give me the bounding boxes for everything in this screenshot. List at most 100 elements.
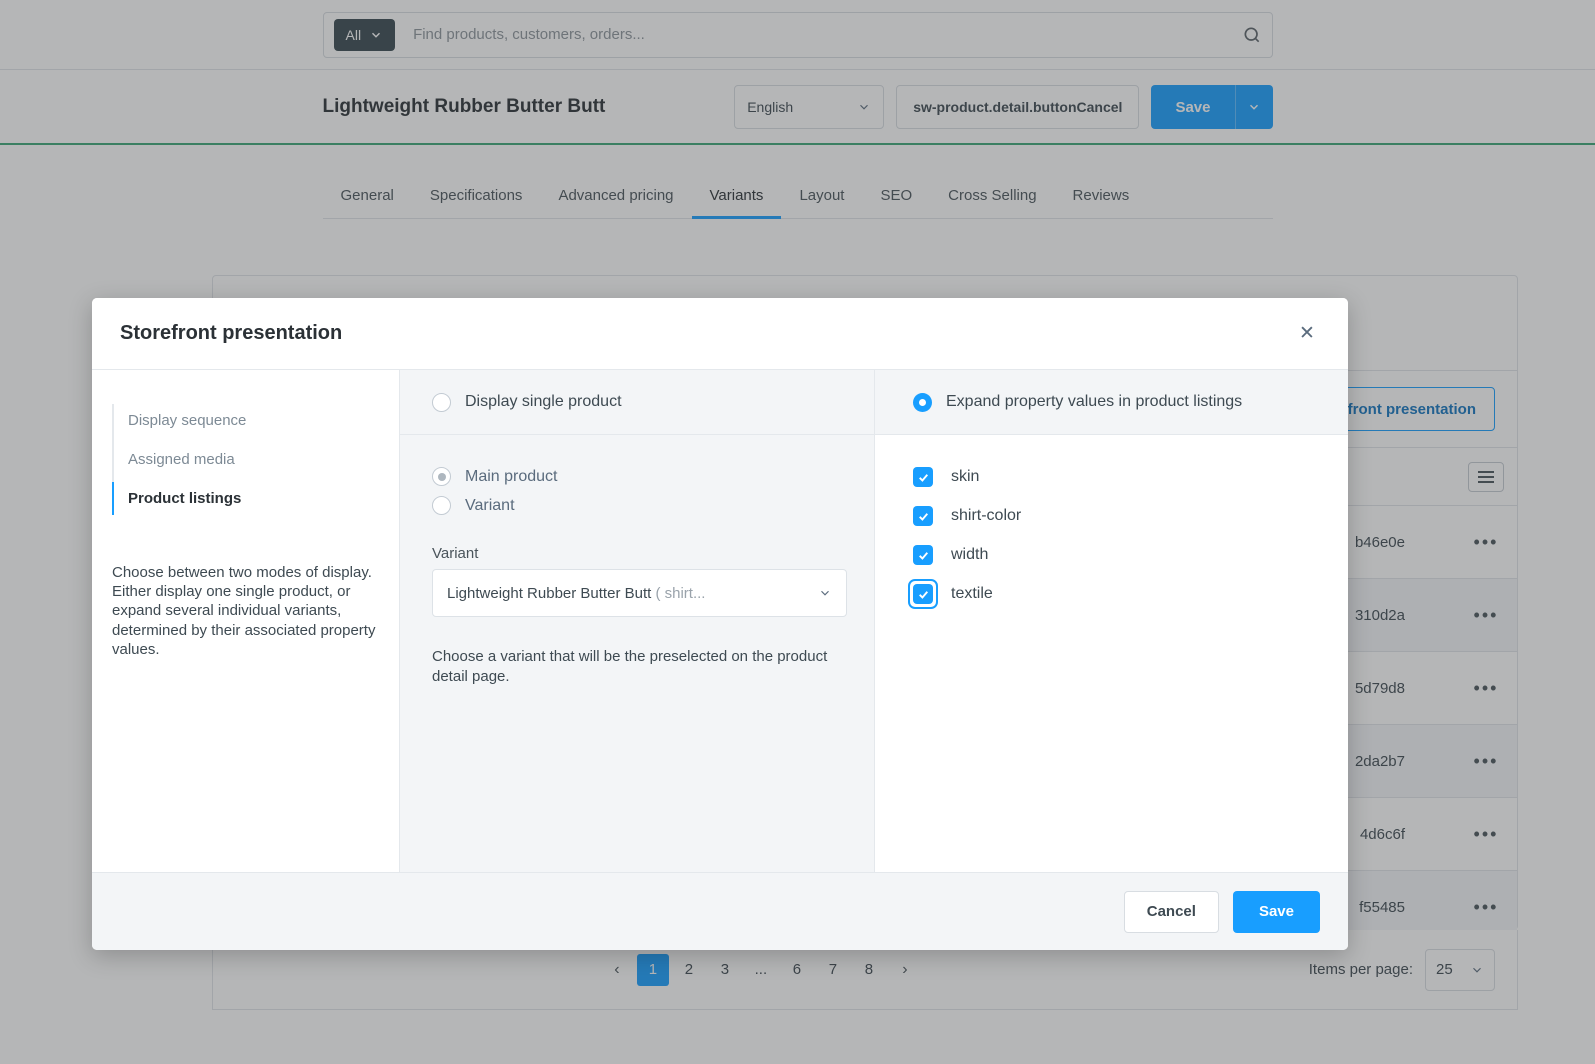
search-input[interactable] xyxy=(395,26,1242,43)
chevron-right-icon[interactable]: › xyxy=(902,960,908,978)
checkbox-skin[interactable] xyxy=(913,467,933,487)
chevron-left-icon[interactable]: ‹ xyxy=(614,960,620,978)
expand-property-values-mode-row[interactable]: Expand property values in product listin… xyxy=(875,370,1348,435)
tab-seo[interactable]: SEO xyxy=(880,187,913,204)
chevron-down-icon xyxy=(821,590,829,596)
product-tabs-inner: General Specifications Advanced pricing … xyxy=(322,187,1273,219)
items-per-page-select[interactable]: 25 xyxy=(1425,948,1495,991)
radio-main-product[interactable]: Main product xyxy=(432,467,842,486)
checkbox-width[interactable] xyxy=(913,545,933,565)
search-field-wrapper: All xyxy=(322,11,1273,58)
display-single-product-mode-row[interactable]: Display single product xyxy=(400,370,874,435)
items-per-page-value: 25 xyxy=(1436,961,1453,978)
modal-footer: Cancel Save xyxy=(92,872,1348,950)
sidebar-item-product-listings[interactable]: Product listings xyxy=(112,482,399,515)
radio-icon-unselected[interactable] xyxy=(432,496,451,515)
page-button-2[interactable]: 2 xyxy=(684,961,694,978)
page-button-1[interactable]: 1 xyxy=(636,953,669,986)
tab-cross-selling[interactable]: Cross Selling xyxy=(948,187,1037,204)
cancel-button[interactable]: sw-product.detail.buttonCancel xyxy=(896,85,1140,129)
sidebar-item-display-sequence[interactable]: Display sequence xyxy=(128,412,247,429)
display-single-product-panel: Display single product Main product Vari… xyxy=(400,370,875,872)
tab-advanced-pricing[interactable]: Advanced pricing xyxy=(558,187,674,204)
cell-id: 5d79d8 xyxy=(1354,679,1405,697)
ellipsis-icon[interactable]: ••• xyxy=(1473,896,1499,917)
page-button-8[interactable]: 8 xyxy=(864,961,874,978)
ellipsis-icon[interactable]: ••• xyxy=(1473,531,1499,552)
tab-general[interactable]: General xyxy=(340,187,394,204)
page-ellipsis: ... xyxy=(754,961,768,978)
product-header-inner: Lightweight Rubber Butter Butt English s… xyxy=(323,85,1273,129)
ellipsis-icon[interactable]: ••• xyxy=(1473,823,1499,844)
hamburger-icon[interactable] xyxy=(1468,461,1504,492)
close-icon[interactable]: ✕ xyxy=(1299,323,1315,344)
cell-id: 310d2a xyxy=(1354,606,1405,624)
chevron-down-icon xyxy=(372,32,381,38)
cell-id: f55485 xyxy=(1359,898,1405,916)
save-dropdown-button[interactable] xyxy=(1234,85,1273,129)
checkbox-row-skin[interactable]: skin xyxy=(913,467,1310,487)
page-button-3[interactable]: 3 xyxy=(720,961,730,978)
variant-select-value: Lightweight Rubber Butter Butt ( shirt..… xyxy=(447,584,706,602)
checkbox-row-width[interactable]: width xyxy=(913,545,1310,565)
ellipsis-icon[interactable]: ••• xyxy=(1473,677,1499,698)
checkbox-row-shirt-color[interactable]: shirt-color xyxy=(913,506,1310,526)
language-select-value: English xyxy=(747,99,794,115)
chevron-down-icon xyxy=(1249,104,1259,110)
storefront-presentation-modal: Storefront presentation ✕ Display sequen… xyxy=(92,298,1348,950)
page-button-7[interactable]: 7 xyxy=(828,961,838,978)
language-select[interactable]: English xyxy=(734,85,885,129)
cell-id: 2da2b7 xyxy=(1354,752,1405,770)
save-button[interactable]: Save xyxy=(1151,85,1235,129)
page-button-6[interactable]: 6 xyxy=(792,961,802,978)
items-per-page-label: Items per page: xyxy=(1308,961,1413,978)
checkbox-shirt-color[interactable] xyxy=(913,506,933,526)
modal-cancel-button[interactable]: Cancel xyxy=(1123,890,1219,933)
search-scope-selector[interactable]: All xyxy=(333,18,396,51)
sidebar-item-assigned-media[interactable]: Assigned media xyxy=(128,451,235,468)
check-icon xyxy=(918,590,928,599)
ellipsis-icon[interactable]: ••• xyxy=(1473,604,1499,625)
modal-sidebar-list: Display sequence Assigned media Product … xyxy=(112,404,399,515)
radio-icon-selected-disabled[interactable] xyxy=(432,467,451,486)
cell-id: 4d6c6f xyxy=(1359,825,1405,843)
checkbox-label: shirt-color xyxy=(951,507,1022,524)
tab-layout[interactable]: Layout xyxy=(799,187,845,204)
tab-variants[interactable]: Variants xyxy=(691,187,782,219)
modal-body: Display sequence Assigned media Product … xyxy=(92,370,1348,872)
check-icon xyxy=(918,473,928,482)
search-icon[interactable] xyxy=(1242,25,1262,45)
page-title: Lightweight Rubber Butter Butt xyxy=(322,96,606,117)
pagination-controls: ‹ 1 2 3 ... 6 7 8 › xyxy=(213,953,1309,986)
radio-expand-property-values[interactable]: Expand property values in product listin… xyxy=(913,392,1242,412)
radio-label: Variant xyxy=(465,496,515,514)
chevron-down-icon xyxy=(1473,967,1481,973)
radio-display-single-product[interactable]: Display single product xyxy=(432,392,622,412)
modal-sidebar: Display sequence Assigned media Product … xyxy=(92,370,400,872)
expand-property-values-panel: Expand property values in product listin… xyxy=(875,370,1348,872)
radio-variant[interactable]: Variant xyxy=(432,496,842,515)
radio-icon-selected[interactable] xyxy=(913,392,932,412)
items-per-page: Items per page: 25 xyxy=(1308,948,1517,991)
global-search-bar: All xyxy=(0,0,1595,70)
tab-specifications[interactable]: Specifications xyxy=(429,187,523,204)
sidebar-description: Choose between two modes of display. Eit… xyxy=(112,564,376,658)
checkbox-textile[interactable] xyxy=(908,579,938,609)
radio-icon-unselected[interactable] xyxy=(432,392,451,412)
variant-help-text: Choose a variant that will be the presel… xyxy=(432,648,828,685)
modal-save-button[interactable]: Save xyxy=(1232,890,1320,933)
checkbox-label: skin xyxy=(951,468,980,485)
search-scope-label: All xyxy=(345,26,362,43)
single-product-options: Main product Variant Variant Lightweight… xyxy=(400,435,874,686)
check-icon xyxy=(918,551,928,560)
checkbox-row-textile[interactable]: textile xyxy=(908,579,1310,609)
product-detail-header: Lightweight Rubber Butter Butt English s… xyxy=(0,71,1595,145)
property-checkbox-list: skin shirt-color width xyxy=(875,435,1348,623)
variant-select[interactable]: Lightweight Rubber Butter Butt ( shirt..… xyxy=(432,569,847,617)
checkbox-label: textile xyxy=(951,585,993,602)
product-tabs: General Specifications Advanced pricing … xyxy=(0,147,1595,219)
modal-title: Storefront presentation xyxy=(120,322,343,344)
chevron-down-icon xyxy=(860,104,869,110)
ellipsis-icon[interactable]: ••• xyxy=(1473,750,1499,771)
tab-reviews[interactable]: Reviews xyxy=(1072,187,1130,204)
